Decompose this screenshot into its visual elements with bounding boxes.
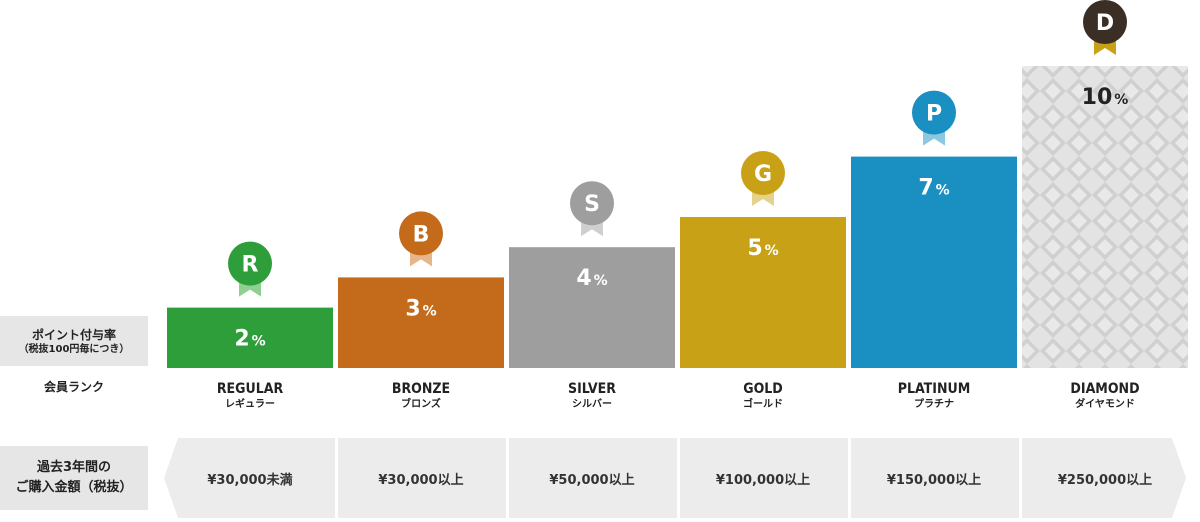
rank-name-bronze: BRONZE ブロンズ [338,380,504,412]
rank-name-en-bronze: BRONZE [391,381,451,397]
rank-name-gold: GOLD ゴールド [680,380,846,412]
badge-letter-bronze: B [413,222,430,247]
bar-silver [509,247,675,368]
badge-bronze [399,211,443,256]
rank-name-platinum: PLATINUM プラチナ [851,380,1017,412]
rank-name-silver: SILVER シルバー [509,380,675,412]
point-rate-label: ポイント付与率 （税抜100円毎につき） [0,316,148,366]
bar-regular [167,307,333,368]
bar-value-bronze: 3% [405,296,436,321]
amount-divider [848,438,851,518]
rank-name-jp-diamond: ダイヤモンド [1075,399,1135,410]
badge-letter-diamond: D [1096,11,1114,36]
bar-value-silver: 4% [576,266,607,291]
point-rate-label-line1: ポイント付与率 [31,327,116,342]
bar-diamond [1022,66,1188,368]
purchase-amount-gold: ¥100,000以上 [715,472,811,488]
badge-letter-gold: G [754,162,772,187]
badge-gold [741,151,785,195]
rank-name-jp-gold: ゴールド [743,399,783,410]
rank-name-jp-regular: レギュラー [225,399,275,410]
member-rank-label: 会員ランク [43,380,104,394]
rank-name-jp-silver: シルバー [572,399,612,410]
rank-name-diamond: DIAMOND ダイヤモンド [1022,380,1188,412]
rank-name-en-gold: GOLD [743,381,783,397]
purchase-amount-diamond: ¥250,000以上 [1057,472,1153,488]
bar-value-diamond: 10% [1082,85,1129,110]
purchase-amount-silver: ¥50,000以上 [549,472,635,488]
purchase-amount-label: 過去3年間の ご購入金額（税抜） [0,446,148,510]
bar-platinum [851,156,1017,368]
purchase-amount-platinum: ¥150,000以上 [886,472,982,488]
badge-silver [570,181,614,226]
amount-divider [677,438,680,518]
purchase-amount-label-line1: 過去3年間の [36,460,112,475]
rank-name-en-platinum: PLATINUM [897,381,971,397]
badge-diamond [1083,0,1127,44]
rank-name-jp-bronze: ブロンズ [401,399,441,410]
bar-value-platinum: 7% [918,176,949,201]
bar-value-regular: 2% [234,327,265,352]
amount-divider [506,438,509,518]
rank-name-jp-platinum: プラチナ [914,399,954,410]
badge-regular [228,241,272,286]
rank-name-regular: REGULAR レギュラー [167,380,333,412]
amount-divider [1019,438,1022,518]
purchase-amount-label-line2: ご購入金額（税抜） [15,480,133,495]
rank-name-en-silver: SILVER [568,381,616,397]
bar-gold [680,217,846,368]
bar-value-gold: 5% [747,236,778,261]
badge-platinum [912,90,956,135]
badge-letter-platinum: P [926,102,942,127]
purchase-arrow-band [164,438,1186,518]
rank-name-en-regular: REGULAR [216,381,284,397]
purchase-amount-regular: ¥30,000未満 [207,472,293,488]
badge-letter-regular: R [242,253,259,278]
purchase-amount-bronze: ¥30,000以上 [378,472,464,488]
rank-name-en-diamond: DIAMOND [1070,381,1140,397]
bar-bronze [338,277,504,368]
badge-letter-silver: S [584,192,600,217]
point-rate-label-line2: （税抜100円毎につき） [18,343,130,355]
amount-divider [335,438,338,518]
